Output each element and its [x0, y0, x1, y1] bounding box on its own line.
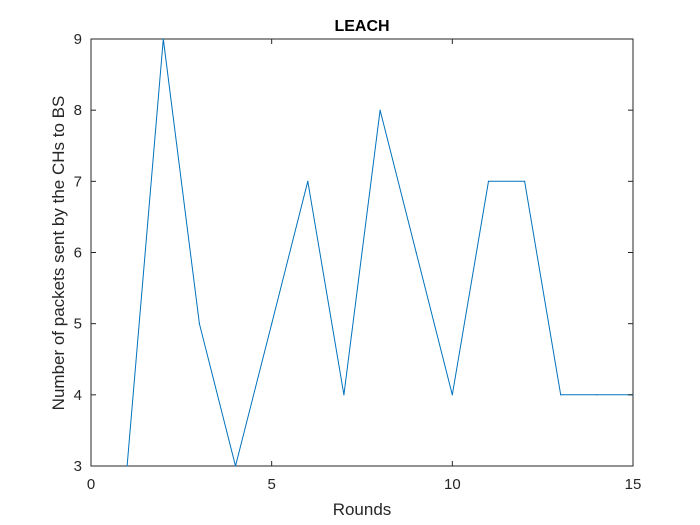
data-point [487, 180, 490, 182]
y-tick-label: 4 [74, 387, 82, 404]
chart-title: LEACH [334, 18, 389, 35]
x-axis-ticks: 0 5 10 15 [87, 39, 642, 493]
y-tick-label: 7 [74, 173, 82, 190]
series-layer [126, 38, 634, 467]
data-point [451, 394, 453, 396]
x-tick-label: 5 [267, 476, 275, 493]
data-point [596, 394, 598, 396]
data-point [162, 38, 164, 40]
data-point [379, 109, 381, 111]
y-axis-ticks: 3 4 5 6 7 8 9 [74, 31, 633, 475]
x-tick-label: 15 [625, 476, 642, 493]
data-point [126, 465, 128, 467]
data-point [234, 465, 237, 467]
x-tick-label: 10 [444, 476, 461, 493]
y-tick-label: 5 [74, 316, 82, 333]
y-tick-label: 3 [74, 458, 82, 475]
data-point [343, 394, 345, 396]
y-tick-label: 6 [74, 245, 82, 262]
data-point [307, 180, 309, 182]
x-tick-label: 0 [87, 476, 95, 493]
x-axis-label: Rounds [333, 500, 392, 519]
y-tick-label: 8 [74, 102, 82, 119]
y-tick-label: 9 [74, 31, 82, 48]
y-axis-label: Number of packets sent by the CHs to BS [49, 96, 68, 411]
data-point [524, 180, 526, 182]
data-point [560, 394, 562, 396]
data-point [271, 323, 273, 325]
data-point [415, 251, 417, 254]
data-point [198, 323, 200, 325]
